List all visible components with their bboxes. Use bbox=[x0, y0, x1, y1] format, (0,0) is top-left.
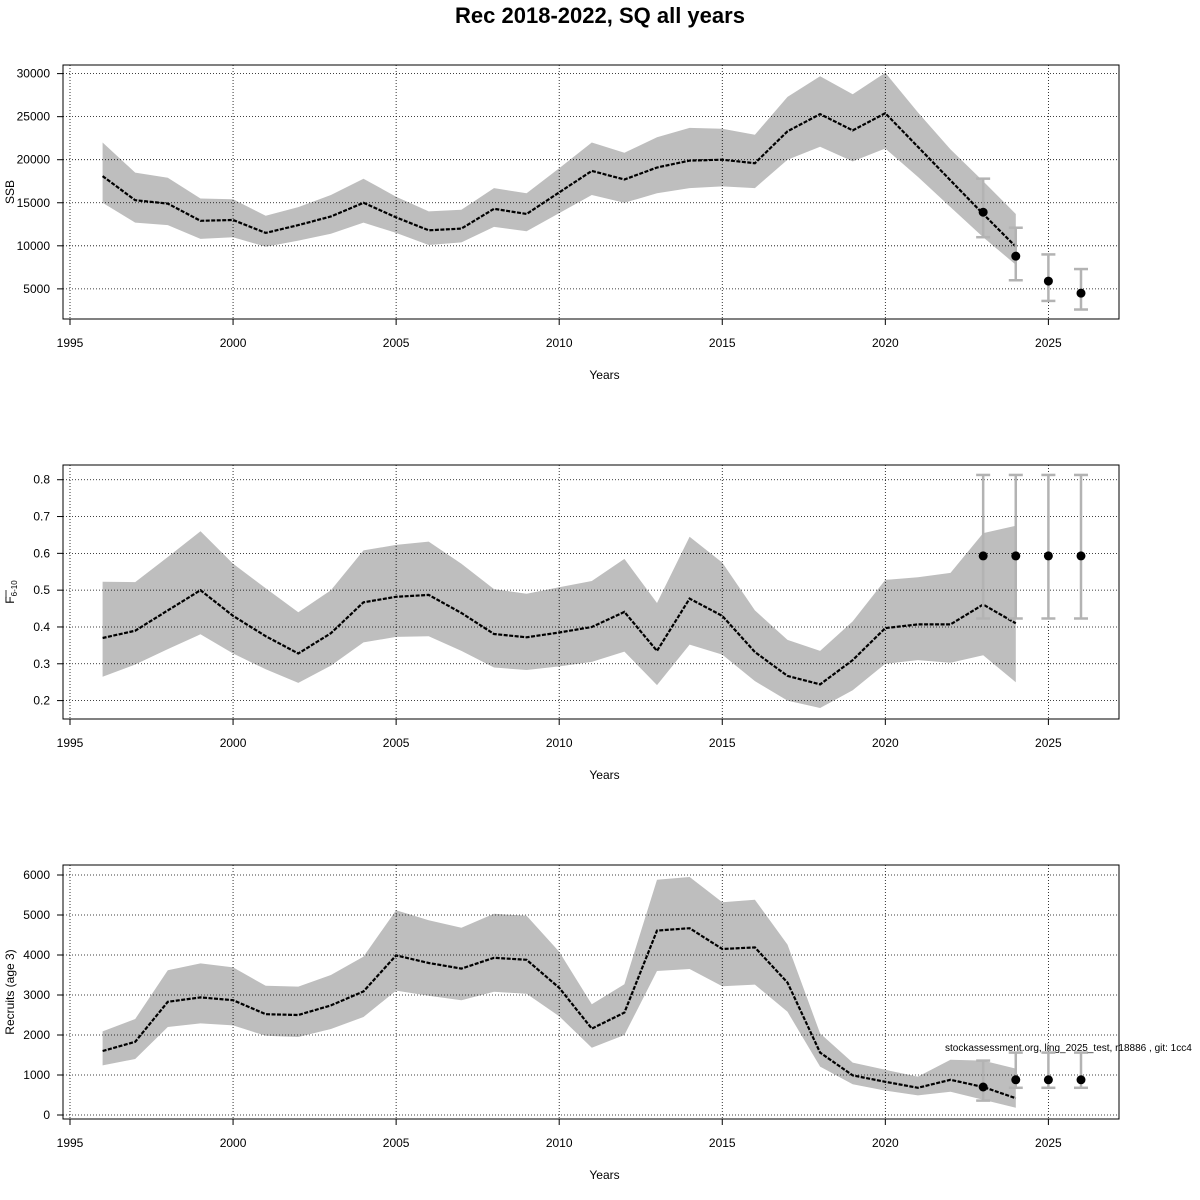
fbar-projection-point bbox=[1011, 551, 1021, 561]
fbar-y-axis-label: F6-10 bbox=[3, 580, 19, 604]
fbar-plot-frame bbox=[62, 464, 1120, 720]
ssb-projection-point bbox=[1011, 251, 1021, 261]
recruits-y-tick-label: 0 bbox=[43, 1108, 50, 1122]
ssb-x-tick-label: 2015 bbox=[709, 336, 736, 350]
recruits-projection-point bbox=[1076, 1075, 1086, 1085]
footnote-text: stockassessment.org, ling_2025_test, r18… bbox=[945, 1043, 1192, 1054]
fbar-y-tick-label: 0.2 bbox=[33, 694, 50, 708]
ssb-projection-point bbox=[978, 207, 988, 217]
fbar-x-tick-label: 2000 bbox=[220, 736, 247, 750]
ssb-plot-frame bbox=[62, 64, 1120, 320]
fbar-y-tick-label: 0.6 bbox=[33, 546, 50, 560]
recruits-x-tick-label: 2020 bbox=[872, 1136, 899, 1150]
recruits-y-tick-label: 5000 bbox=[23, 908, 50, 922]
ssb-x-tick-label: 2005 bbox=[383, 336, 410, 350]
fbar-y-tick-label: 0.5 bbox=[33, 583, 50, 597]
recruits-y-axis-label: Recruits (age 3) bbox=[3, 949, 17, 1034]
recruits-y-tick-label: 1000 bbox=[23, 1068, 50, 1082]
recruits-y-tick-label: 2000 bbox=[23, 1028, 50, 1042]
ssb-x-tick-label: 1995 bbox=[57, 336, 84, 350]
fbar-x-tick-label: 2020 bbox=[872, 736, 899, 750]
fbar-x-tick-label: 2025 bbox=[1035, 736, 1062, 750]
fbar-projection-point bbox=[978, 551, 988, 561]
recruits-y-tick-label: 3000 bbox=[23, 988, 50, 1002]
fbar-y-tick-label: 0.7 bbox=[33, 510, 50, 524]
chart-title: Rec 2018-2022, SQ all years bbox=[455, 3, 745, 28]
ssb-x-axis-label: Years bbox=[589, 368, 619, 382]
recruits-x-tick-label: 2015 bbox=[709, 1136, 736, 1150]
fbar-x-axis-label: Years bbox=[589, 768, 619, 782]
fbar-x-tick-label: 2015 bbox=[709, 736, 736, 750]
fbar-y-tick-label: 0.3 bbox=[33, 657, 50, 671]
ssb-x-tick-label: 2010 bbox=[546, 336, 573, 350]
recruits-plot-frame bbox=[62, 864, 1120, 1120]
fbar-confidence-band bbox=[102, 525, 1016, 708]
fbar-x-tick-label: 2005 bbox=[383, 736, 410, 750]
ssb-estimate-line bbox=[101, 111, 1017, 248]
recruits-x-tick-label: 1995 bbox=[57, 1136, 84, 1150]
recruits-x-tick-label: 2000 bbox=[220, 1136, 247, 1150]
ssb-y-tick-label: 15000 bbox=[17, 196, 51, 210]
fbar-projection-point bbox=[1076, 551, 1086, 561]
recruits-estimate-line bbox=[102, 927, 1017, 1100]
ssb-x-tick-label: 2025 bbox=[1035, 336, 1062, 350]
recruits-x-tick-label: 2010 bbox=[546, 1136, 573, 1150]
ssb-x-tick-label: 2000 bbox=[220, 336, 247, 350]
ssb-y-tick-label: 30000 bbox=[17, 67, 51, 81]
fbar-y-tick-label: 0.8 bbox=[33, 473, 50, 487]
fbar-y-tick-label: 0.4 bbox=[33, 620, 50, 634]
recruits-y-tick-label: 6000 bbox=[23, 868, 50, 882]
recruits-confidence-band bbox=[102, 877, 1016, 1108]
recruits-y-tick-label: 4000 bbox=[23, 948, 50, 962]
ssb-y-tick-label: 5000 bbox=[23, 282, 50, 296]
ssb-projection-point bbox=[1043, 276, 1053, 286]
ssb-y-axis-label: SSB bbox=[3, 180, 17, 204]
ssb-y-tick-label: 25000 bbox=[17, 110, 51, 124]
recruits-projection-point bbox=[978, 1082, 988, 1092]
recruits-x-axis-label: Years bbox=[589, 1168, 619, 1182]
fbar-x-tick-label: 2010 bbox=[546, 736, 573, 750]
ssb-x-tick-label: 2020 bbox=[872, 336, 899, 350]
fbar-x-tick-label: 1995 bbox=[57, 736, 84, 750]
recruits-x-tick-label: 2005 bbox=[383, 1136, 410, 1150]
fbar-projection-point bbox=[1043, 551, 1053, 561]
ssb-y-tick-label: 20000 bbox=[17, 153, 51, 167]
fbar-estimate-line bbox=[102, 588, 1017, 686]
ssb-projection-point bbox=[1076, 288, 1086, 298]
ssb-y-tick-label: 10000 bbox=[17, 239, 51, 253]
recruits-x-tick-label: 2025 bbox=[1035, 1136, 1062, 1150]
recruits-projection-point bbox=[1043, 1075, 1053, 1085]
recruits-projection-point bbox=[1011, 1075, 1021, 1085]
fbar-y-axis-label-subscript: 6-10 bbox=[10, 580, 19, 597]
